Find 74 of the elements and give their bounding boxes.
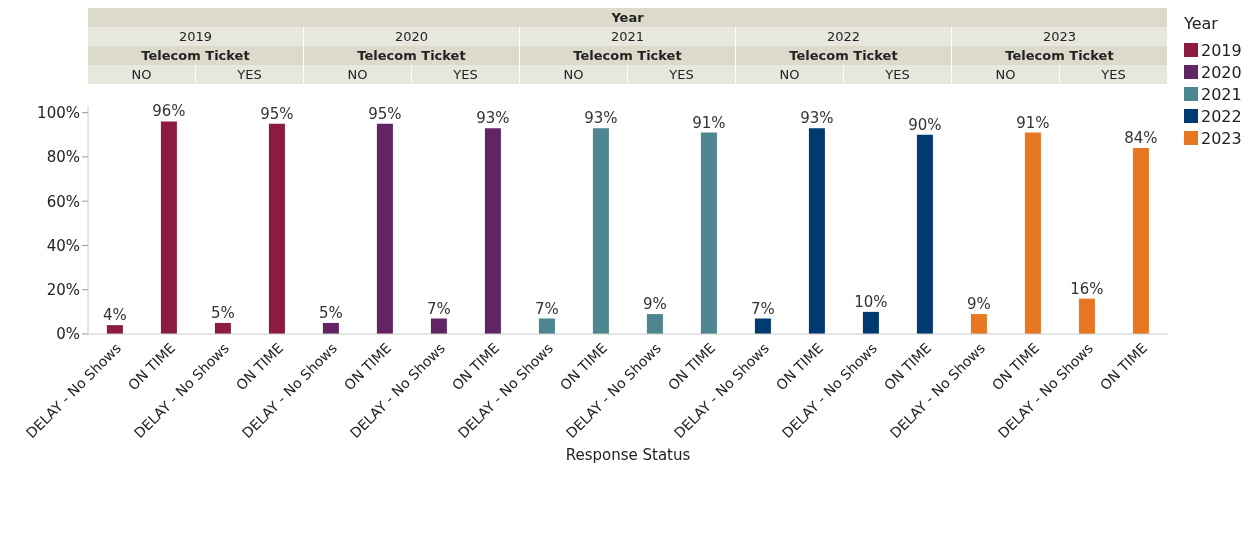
legend-title: Year [1184, 14, 1219, 33]
text: 2021 [520, 27, 736, 46]
text: Year [88, 8, 1168, 27]
bar [322, 322, 339, 334]
text: Telecom Ticket [88, 46, 304, 65]
data-label: 91% [692, 113, 726, 132]
legend-label: 2021 [1201, 84, 1242, 104]
text: YES [196, 65, 304, 84]
text: NO [952, 65, 1060, 84]
data-label: 95% [260, 104, 294, 123]
data-label: 7% [751, 299, 775, 318]
y-tick-label: 40% [46, 236, 80, 255]
text: YES [628, 65, 736, 84]
y-tick-label: 20% [46, 281, 80, 300]
bar [538, 318, 555, 334]
bar [268, 123, 285, 334]
data-label: 90% [908, 115, 942, 134]
text: 2022 [736, 27, 952, 46]
text: NO [88, 65, 196, 84]
data-label: 4% [103, 306, 127, 325]
bar [160, 121, 177, 334]
bar [430, 318, 447, 334]
data-label: 96% [152, 102, 186, 121]
text: 2019 [88, 27, 304, 46]
text: Telecom Ticket [520, 46, 736, 65]
text: NO [304, 65, 412, 84]
bar [484, 128, 501, 334]
y-tick-label: 80% [46, 148, 80, 167]
bar [916, 134, 933, 334]
data-label: 10% [854, 292, 888, 311]
text: 2020 [304, 27, 520, 46]
bar [646, 314, 663, 334]
text: NO [736, 65, 844, 84]
bar [1132, 148, 1149, 334]
data-label: 93% [800, 109, 834, 128]
text: YES [412, 65, 520, 84]
bar [1024, 132, 1041, 334]
bar [970, 314, 987, 334]
bar [754, 318, 771, 334]
text: YES [1060, 65, 1168, 84]
text: YES [844, 65, 952, 84]
bar [808, 128, 825, 334]
data-label: 9% [643, 295, 667, 314]
bar [106, 325, 123, 334]
legend-label: 2020 [1201, 62, 1242, 82]
y-tick-label: 100% [37, 103, 80, 122]
bar [700, 132, 717, 334]
data-label: 7% [427, 299, 451, 318]
text: NO [520, 65, 628, 84]
data-label: 7% [535, 299, 559, 318]
data-label: 93% [476, 109, 510, 128]
y-tick-label: 0% [56, 325, 80, 344]
bar [862, 311, 879, 334]
data-label: 93% [584, 109, 618, 128]
bar [1078, 298, 1095, 334]
data-label: 91% [1016, 113, 1050, 132]
bar [592, 128, 609, 334]
data-label: 16% [1070, 279, 1104, 298]
legend-label: 2022 [1201, 106, 1242, 126]
text: Telecom Ticket [304, 46, 520, 65]
bar [214, 322, 231, 334]
legend-label: 2019 [1201, 40, 1242, 60]
text: Telecom Ticket [736, 46, 952, 65]
data-label: 5% [319, 303, 343, 322]
y-tick-label: 60% [46, 192, 80, 211]
data-label: 84% [1124, 129, 1158, 148]
text: Telecom Ticket [952, 46, 1168, 65]
data-label: 9% [967, 295, 991, 314]
x-axis-title: Response Status [565, 446, 691, 464]
data-label: 95% [368, 104, 402, 123]
legend-label: 2023 [1201, 128, 1242, 148]
data-label: 5% [211, 303, 235, 322]
text: 2023 [952, 27, 1168, 46]
bar [376, 123, 393, 334]
